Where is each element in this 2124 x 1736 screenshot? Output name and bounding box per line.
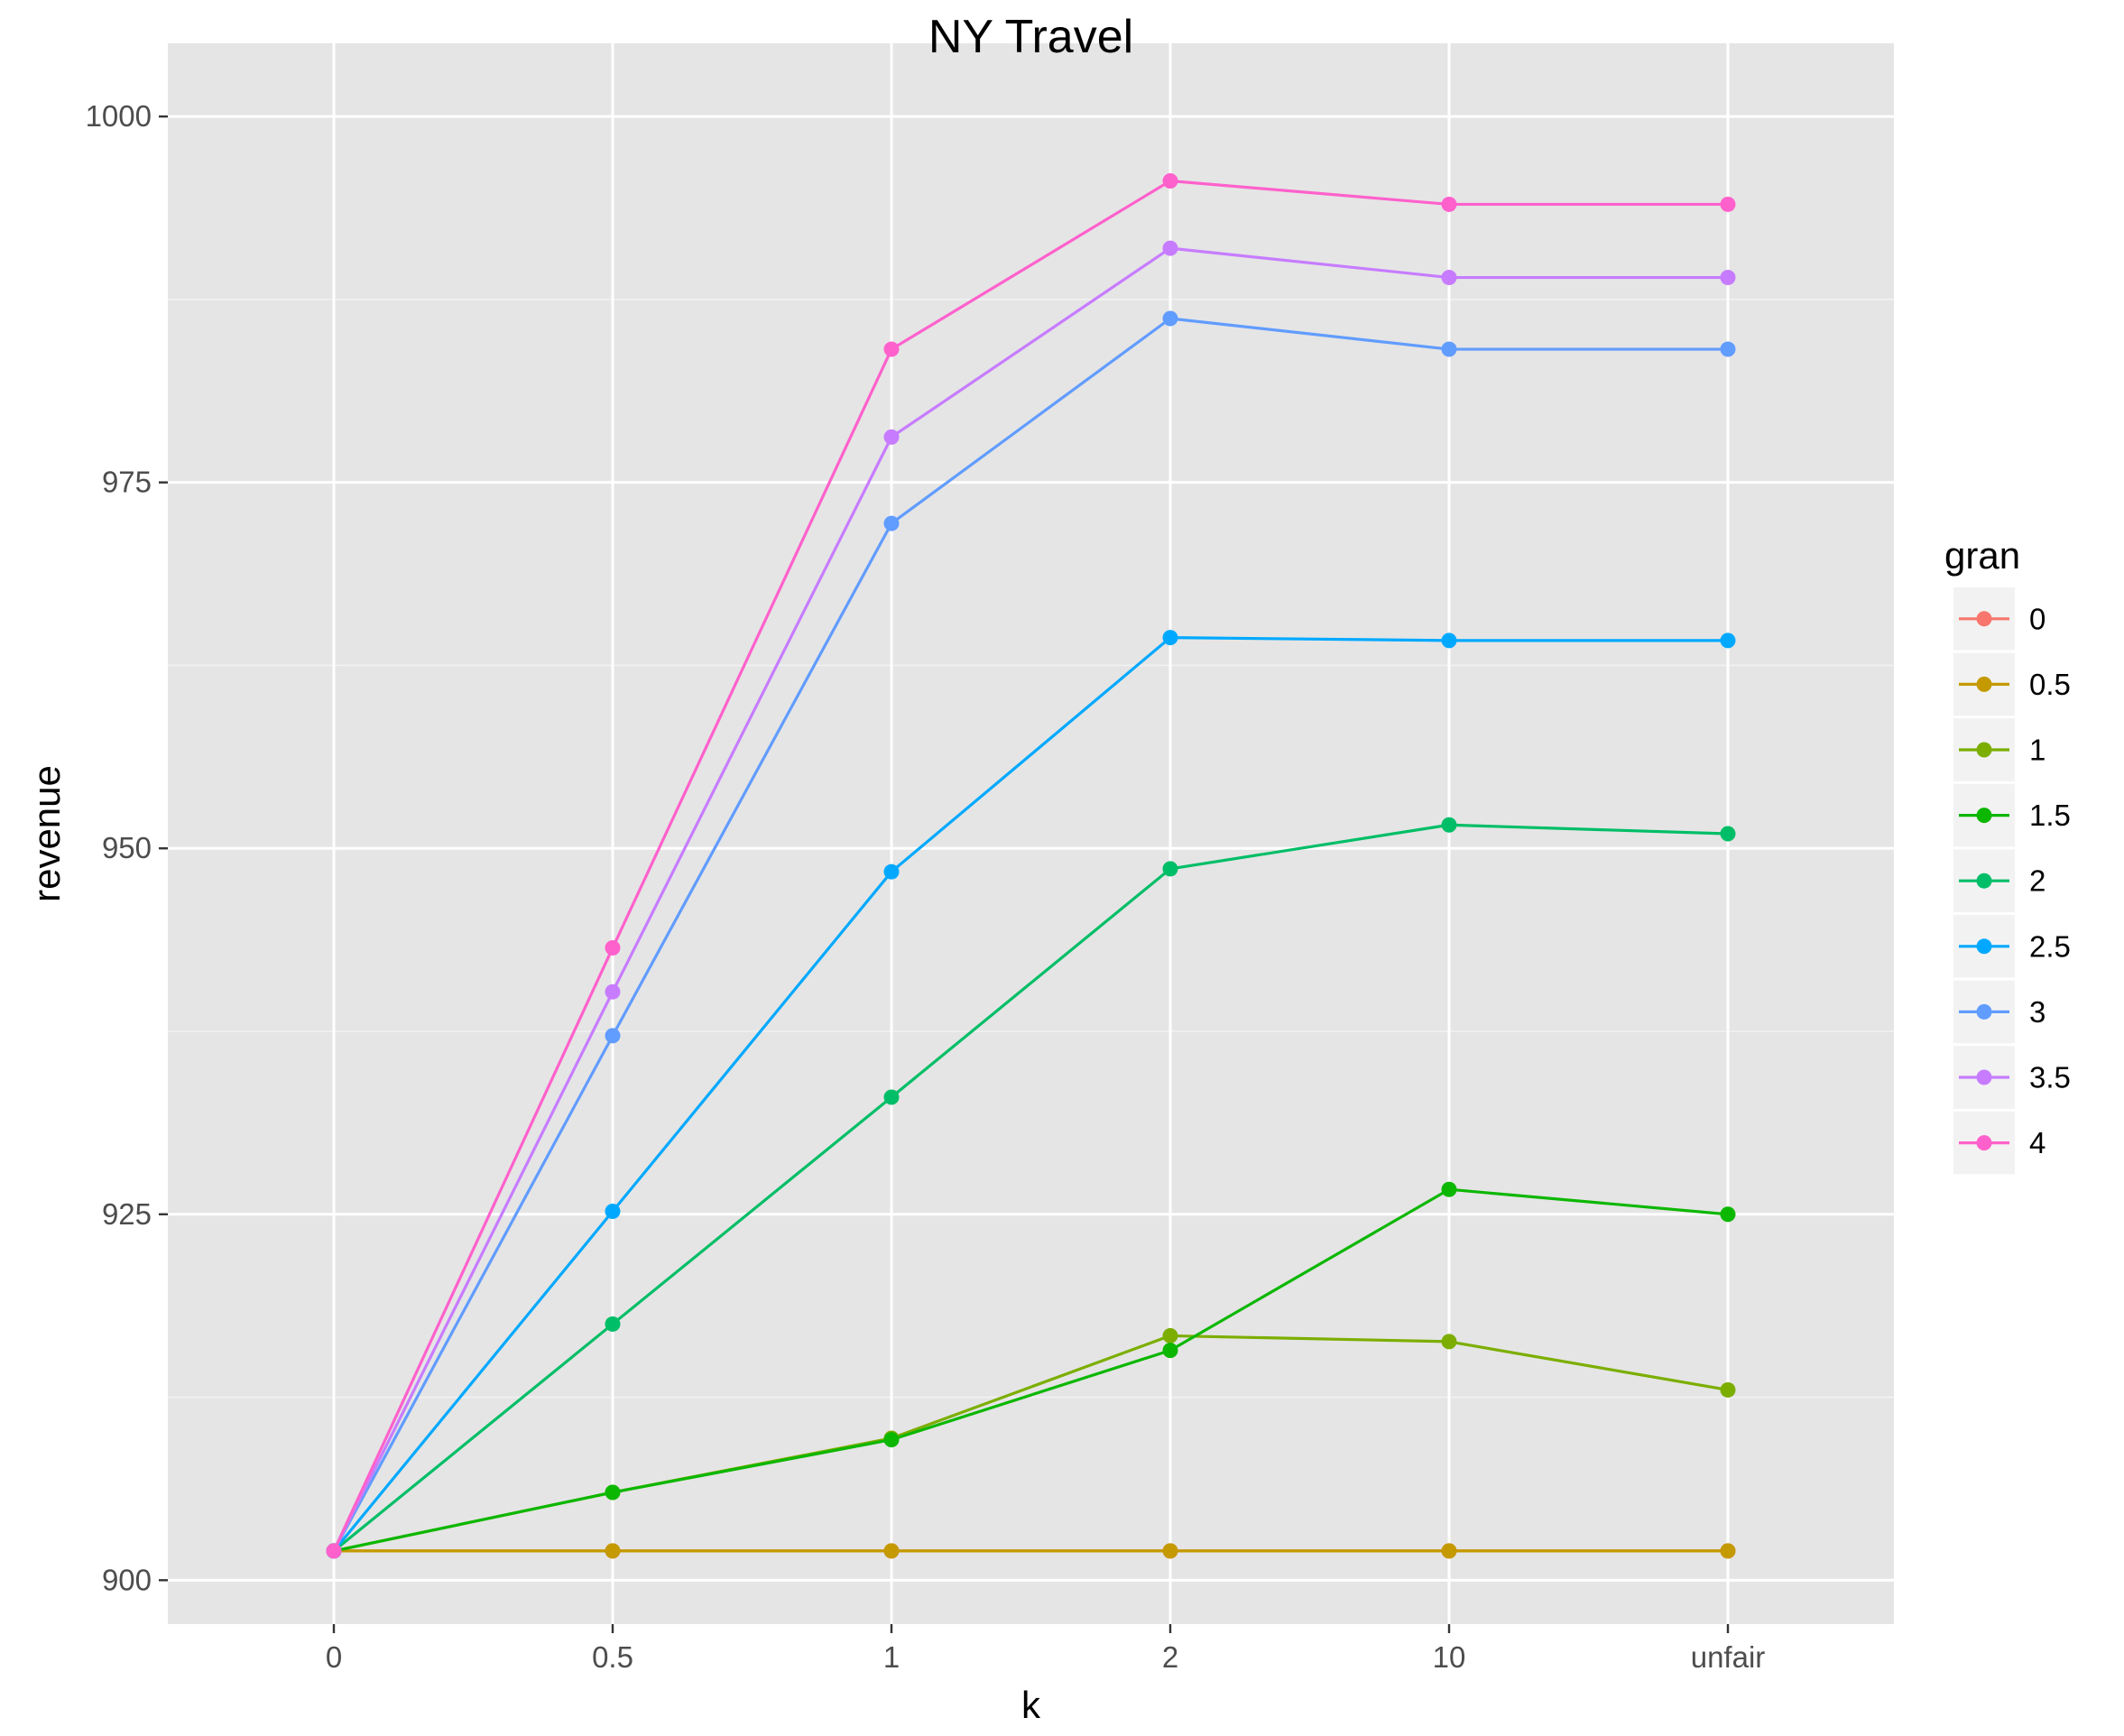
series-line-2 — [332, 823, 1729, 1553]
legend-title: gran — [1944, 534, 2020, 577]
series-line-3.5 — [332, 246, 1728, 1552]
x-tick-label: 0.5 — [592, 1640, 633, 1674]
data-point-2.5 — [883, 863, 900, 880]
data-point-2 — [1720, 826, 1736, 842]
data-point-1.5 — [883, 1432, 900, 1448]
major-gridlines — [168, 43, 1894, 1624]
data-point-2 — [605, 1316, 621, 1332]
y-tick-label: 975 — [102, 466, 152, 499]
data-point-2 — [1441, 817, 1457, 833]
data-point-3.5 — [883, 429, 900, 445]
data-point-0.5 — [1162, 1543, 1178, 1559]
data-point-3.5 — [605, 983, 621, 1000]
y-tick-label: 900 — [102, 1563, 152, 1596]
data-point-0.5 — [883, 1543, 900, 1559]
data-point-4 — [1162, 172, 1178, 189]
data-point-2.5 — [1441, 633, 1457, 649]
legend-key-point — [1976, 873, 1992, 889]
x-axis: 0 0.5 1 2 10 unfair — [326, 1624, 1765, 1674]
legend-item-2.5: 2.5 — [1953, 915, 2071, 978]
data-point-4 — [1441, 196, 1457, 212]
data-point-4 — [326, 1543, 342, 1559]
legend-item-3.5: 3.5 — [1953, 1046, 2071, 1109]
legend-key-point — [1976, 742, 1992, 758]
legend-label: 0.5 — [2029, 668, 2071, 701]
data-point-4 — [1720, 196, 1736, 212]
data-point-1 — [1720, 1381, 1736, 1398]
legend-key-point — [1976, 676, 1992, 692]
y-tick-label: 1000 — [86, 99, 152, 133]
plot-panel — [168, 43, 1894, 1624]
legend-key-point — [1976, 1069, 1992, 1085]
data-point-2.5 — [605, 1204, 621, 1220]
legend-label: 0 — [2029, 602, 2046, 635]
legend: gran 0 0.5 1 1.5 2 2.5 3 3.5 4 — [1944, 534, 2071, 1175]
x-axis-title: k — [1021, 1684, 1041, 1726]
data-point-3.5 — [1162, 240, 1178, 256]
legend-label: 4 — [2029, 1126, 2046, 1159]
data-point-1.5 — [1162, 1343, 1178, 1359]
data-point-2.5 — [1720, 633, 1736, 649]
data-point-1.5 — [1441, 1181, 1457, 1197]
legend-item-1.5: 1.5 — [1953, 783, 2071, 847]
legend-key-point — [1976, 808, 1992, 824]
data-point-3 — [1162, 310, 1178, 327]
data-point-3 — [1720, 341, 1736, 357]
y-axis: 900 925 950 975 1000 — [86, 99, 168, 1596]
legend-item-0.5: 0.5 — [1953, 652, 2071, 716]
data-point-2 — [1162, 861, 1178, 877]
data-point-3 — [883, 515, 900, 531]
legend-label: 2 — [2029, 864, 2046, 898]
x-tick-label: 2 — [1162, 1640, 1178, 1674]
legend-label: 2.5 — [2029, 929, 2071, 963]
legend-items: 0 0.5 1 1.5 2 2.5 3 3.5 4 — [1953, 587, 2071, 1175]
series-line-4 — [332, 179, 1728, 1552]
x-tick-label: 0 — [326, 1640, 342, 1674]
data-point-3.5 — [1720, 270, 1736, 286]
series-line-2.5 — [332, 636, 1728, 1552]
legend-label: 1.5 — [2029, 799, 2071, 832]
series-points — [326, 172, 1736, 1559]
x-tick-label: 10 — [1433, 1640, 1466, 1674]
data-point-4 — [883, 341, 900, 357]
data-point-3 — [605, 1028, 621, 1044]
legend-item-4: 4 — [1953, 1111, 2046, 1175]
y-tick-label: 925 — [102, 1197, 152, 1231]
legend-key-point — [1976, 1135, 1992, 1151]
minor-gridlines — [168, 299, 1894, 1399]
data-point-1 — [1441, 1334, 1457, 1350]
series-line-1.5 — [333, 1187, 1729, 1553]
legend-item-2: 2 — [1953, 849, 2046, 912]
series-line-3 — [332, 317, 1728, 1552]
legend-item-3: 3 — [1953, 980, 2046, 1044]
data-point-0.5 — [605, 1543, 621, 1559]
legend-key-point — [1976, 938, 1992, 955]
data-point-3.5 — [1441, 270, 1457, 286]
data-point-0.5 — [1720, 1543, 1736, 1559]
legend-key-point — [1976, 611, 1992, 627]
x-tick-label: unfair — [1691, 1640, 1766, 1674]
legend-item-1: 1 — [1953, 718, 2046, 781]
data-point-1 — [1162, 1327, 1178, 1344]
legend-label: 3.5 — [2029, 1061, 2071, 1094]
y-tick-label: 950 — [102, 831, 152, 864]
data-point-2.5 — [1162, 630, 1178, 646]
data-point-1.5 — [1720, 1206, 1736, 1223]
legend-item-0: 0 — [1953, 587, 2046, 651]
chart-title: NY Travel — [928, 11, 1133, 63]
x-tick-label: 1 — [883, 1640, 900, 1674]
y-axis-title: revenue — [25, 765, 68, 902]
legend-label: 3 — [2029, 995, 2046, 1029]
data-point-0.5 — [1441, 1543, 1457, 1559]
data-point-4 — [605, 940, 621, 956]
data-point-2 — [883, 1089, 900, 1105]
legend-label: 1 — [2029, 734, 2046, 767]
series-lines — [332, 179, 1729, 1553]
data-point-3 — [1441, 341, 1457, 357]
data-point-1.5 — [605, 1484, 621, 1501]
legend-key-point — [1976, 1003, 1992, 1020]
